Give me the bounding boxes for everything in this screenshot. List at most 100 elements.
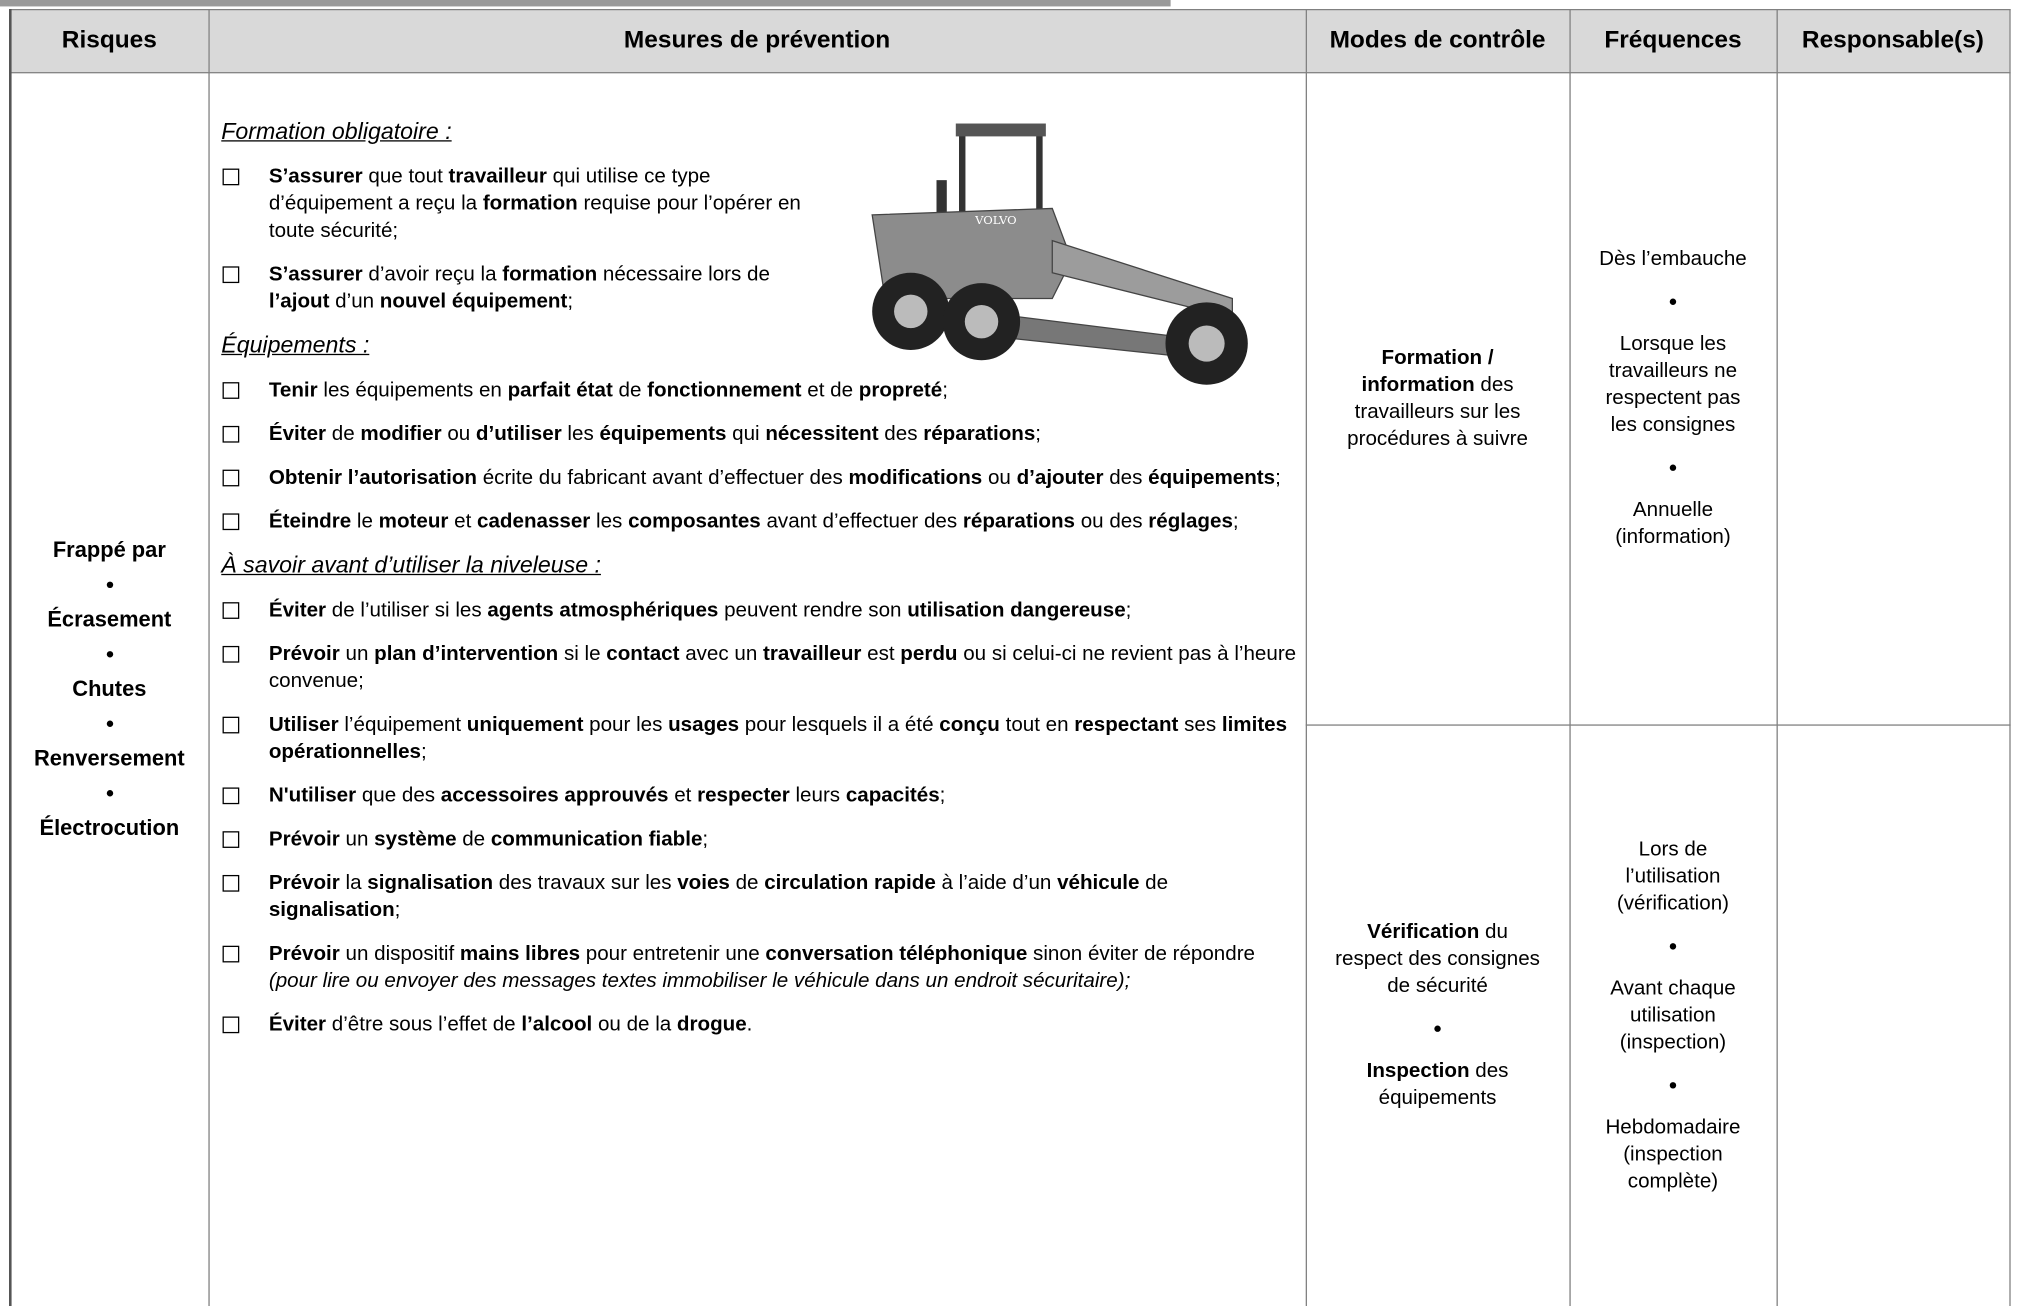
text-run: fonctionnement <box>647 379 802 402</box>
text-run: formation <box>482 193 578 215</box>
table-border <box>9 9 12 1306</box>
frequency: Hebdomadaire (inspection complète) <box>1605 1116 1741 1193</box>
checkbox <box>222 874 240 892</box>
text-run: uniquement <box>466 714 584 736</box>
checklist-item: Éteindre le moteur et cadenasser les com… <box>221 508 1296 535</box>
text-run: un <box>339 828 375 851</box>
checkbox <box>222 425 240 443</box>
text-run: du respect des consignes de sécurité <box>1335 921 1540 998</box>
control-mode-cell: Formation / information des travailleurs… <box>1306 72 1570 724</box>
text-run: nécessaire lors de <box>597 263 770 286</box>
text-run: ; <box>1035 423 1042 446</box>
frequency: Annuelle (information) <box>1615 499 1731 549</box>
text-run: de <box>456 828 491 851</box>
checklist-item: Obtenir l’autorisation écrite du fabrica… <box>221 464 1296 491</box>
text-run: les <box>561 423 600 446</box>
text-run: signalisation <box>367 872 494 895</box>
brand-decal: VOLVO <box>974 213 1017 227</box>
text-run: ou des <box>1074 510 1149 533</box>
section-heading: Équipements : <box>221 331 370 358</box>
table-border <box>1569 9 1571 1306</box>
table-border <box>208 9 210 1306</box>
checklist-item: Prévoir la signalisation des travaux sur… <box>221 870 1296 924</box>
text-run: est <box>861 643 901 666</box>
text-run: voies <box>677 872 730 895</box>
table-border <box>1305 724 2011 726</box>
bullet-separator <box>106 790 113 797</box>
text-run: Formation / information <box>1361 346 1494 396</box>
risk-label: Écrasement <box>47 607 172 632</box>
text-run: Prévoir <box>268 943 340 966</box>
text-run: tout en <box>999 714 1075 736</box>
text-run: ; <box>702 828 709 851</box>
text-run: ; <box>1275 467 1281 489</box>
bullet-separator <box>106 720 113 727</box>
section-heading: À savoir avant d’utiliser la niveleuse : <box>221 551 601 578</box>
text-run: de <box>326 423 361 446</box>
header-cell: Risques <box>10 10 209 73</box>
text-run: avec un <box>679 643 764 666</box>
control-mode: Vérification du respect des consignes de… <box>1335 919 1541 1000</box>
text-run: mains libres <box>459 943 581 966</box>
bullet-separator <box>106 581 113 589</box>
text-run: équipements <box>599 423 727 446</box>
text-run: qui <box>726 423 766 446</box>
text-run: et de <box>801 379 859 402</box>
text-run: pour les <box>583 714 669 736</box>
header-cell: Responsable(s) <box>1776 10 2010 73</box>
text-run: ou de la <box>592 1013 677 1036</box>
text-run: ; <box>420 741 427 764</box>
text-run: que tout <box>362 165 449 188</box>
text-run: Éviter <box>268 599 327 622</box>
text-run: et <box>668 784 698 807</box>
text-run: nécessitent <box>765 423 879 446</box>
risk-label: Électrocution <box>39 815 180 841</box>
text-run: respecter <box>697 784 790 807</box>
header-cell: Modes de contrôle <box>1305 10 1570 73</box>
control-mode: Inspection des équipements <box>1335 1058 1541 1112</box>
grader-image: VOLVO <box>871 123 1248 385</box>
text-run: l’équipement <box>338 714 467 736</box>
text-run: Utiliser <box>268 714 339 736</box>
text-run: Éviter <box>268 423 327 446</box>
text-run: agents atmosphériques <box>487 599 719 622</box>
text-run: Prévoir <box>268 643 340 666</box>
checklist-item: Éviter de l’utiliser si les agents atmos… <box>221 597 1296 624</box>
text-run: limites opérationnelles <box>268 714 1288 764</box>
text-run: véhicule <box>1057 872 1140 895</box>
checkbox <box>222 1016 240 1034</box>
text-run: . <box>746 1013 753 1036</box>
text-run: usages <box>668 714 740 736</box>
text-run: à l’aide d’un <box>935 872 1058 895</box>
text-run: les équipements en <box>317 379 508 402</box>
text-run: réparations <box>962 510 1075 533</box>
text-run: de <box>729 872 765 895</box>
text-run: qui utilise ce type d’équipement a reçu … <box>268 165 711 215</box>
table-border <box>1305 9 1307 1306</box>
text-run: accessoires approuvés <box>440 784 669 807</box>
text-run: drogue <box>676 1013 747 1036</box>
checklist-item: Éviter d’être sous l’effet de l’alcool o… <box>221 1011 1296 1038</box>
text-run: nouvel équipement <box>379 290 568 313</box>
frequency: Lors de l’utilisation (vérification) <box>1616 838 1730 915</box>
text-run: Vérification <box>1367 921 1480 944</box>
checklist-item: Prévoir un plan d’intervention si le con… <box>221 641 1296 695</box>
bullet-separator <box>106 651 113 658</box>
text-run: d’ajouter <box>1016 467 1104 489</box>
text-run: N'utiliser <box>268 784 357 807</box>
text-run: formation <box>502 263 598 286</box>
checkbox <box>222 645 240 663</box>
text-run: l’ajout <box>268 290 330 313</box>
text-run: l’alcool <box>521 1013 593 1036</box>
text-run: de <box>1139 872 1169 895</box>
checklist-item: S’assurer d’avoir reçu la formation néce… <box>221 261 822 315</box>
text-run: équipements <box>1148 467 1276 489</box>
text-run: plan d’intervention <box>374 643 559 666</box>
text-run: cadenasser <box>477 510 591 533</box>
checkbox <box>222 945 240 963</box>
text-run: la <box>339 872 368 895</box>
text-run: ; <box>567 290 574 313</box>
checkbox <box>222 602 240 619</box>
text-run: travailleur <box>448 165 547 188</box>
